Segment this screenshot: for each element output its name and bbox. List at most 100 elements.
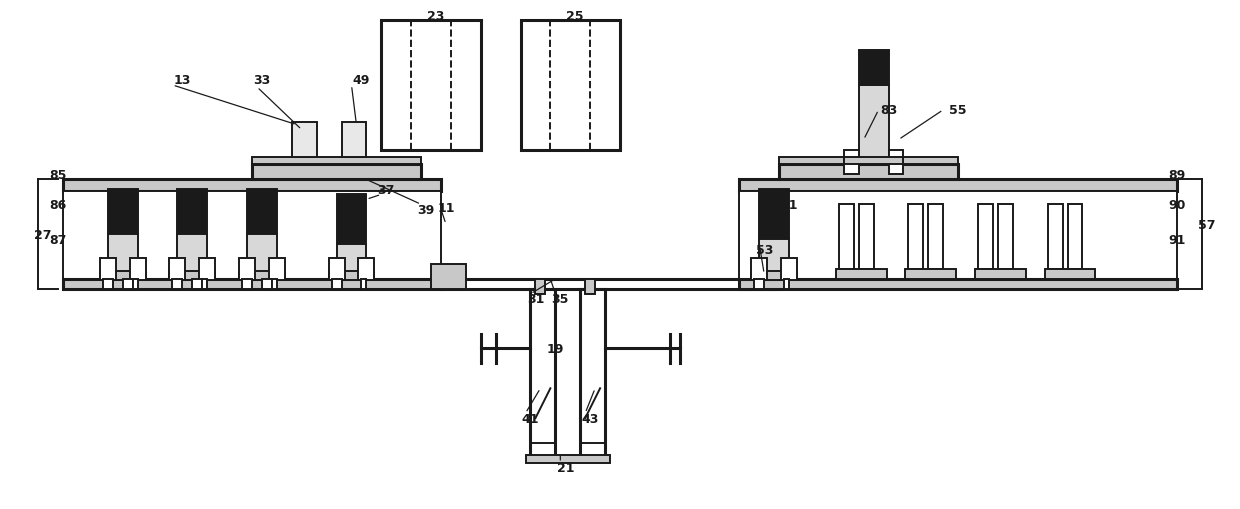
- Bar: [975, 269, 1025, 279]
- Text: 86: 86: [50, 199, 67, 211]
- Bar: [192, 279, 202, 289]
- Bar: [361, 279, 366, 289]
- Text: 23: 23: [428, 10, 445, 23]
- Bar: [239, 259, 255, 280]
- Text: 91: 91: [1168, 233, 1185, 246]
- Bar: [63, 180, 441, 192]
- Bar: [291, 123, 316, 157]
- Bar: [739, 192, 1177, 279]
- Bar: [200, 259, 216, 280]
- Text: 21: 21: [557, 462, 574, 474]
- Bar: [336, 244, 366, 274]
- Bar: [100, 271, 145, 280]
- Bar: [382, 21, 481, 150]
- Bar: [441, 279, 461, 289]
- Bar: [531, 289, 556, 458]
- Bar: [341, 123, 366, 157]
- Bar: [858, 51, 889, 86]
- Text: 49: 49: [352, 74, 370, 87]
- Bar: [843, 157, 904, 165]
- Bar: [521, 21, 620, 150]
- Bar: [108, 190, 138, 235]
- Bar: [172, 279, 182, 289]
- Text: 33: 33: [253, 74, 270, 87]
- Bar: [329, 259, 345, 280]
- Bar: [130, 259, 145, 280]
- Bar: [779, 165, 959, 180]
- Bar: [358, 259, 374, 280]
- Text: 83: 83: [880, 104, 898, 117]
- Bar: [1048, 205, 1063, 269]
- Text: 37: 37: [378, 183, 396, 196]
- Text: 13: 13: [174, 74, 191, 87]
- Bar: [170, 259, 186, 280]
- Bar: [336, 195, 366, 244]
- Bar: [905, 269, 956, 279]
- Text: 43: 43: [582, 412, 599, 425]
- Bar: [838, 205, 853, 269]
- Bar: [133, 279, 138, 289]
- Text: 27: 27: [35, 228, 52, 241]
- Bar: [836, 269, 887, 279]
- Bar: [889, 150, 904, 175]
- Bar: [858, 86, 889, 165]
- Bar: [580, 289, 605, 458]
- Bar: [978, 205, 993, 269]
- Text: 85: 85: [50, 168, 67, 182]
- Bar: [247, 190, 277, 235]
- Text: 39: 39: [418, 204, 435, 216]
- Bar: [432, 265, 466, 289]
- Bar: [909, 205, 924, 269]
- Bar: [759, 240, 789, 274]
- Bar: [751, 259, 768, 280]
- Bar: [100, 259, 115, 280]
- Text: 41: 41: [522, 412, 539, 425]
- Text: 57: 57: [1198, 218, 1215, 231]
- Bar: [63, 279, 441, 289]
- Text: 87: 87: [50, 233, 67, 246]
- Bar: [272, 279, 277, 289]
- Bar: [784, 279, 789, 289]
- Bar: [1044, 269, 1095, 279]
- Bar: [252, 157, 422, 165]
- Bar: [123, 279, 133, 289]
- Bar: [252, 165, 422, 180]
- Bar: [269, 259, 285, 280]
- Text: 89: 89: [1168, 168, 1185, 182]
- Bar: [779, 157, 959, 165]
- Bar: [998, 205, 1013, 269]
- Bar: [843, 150, 858, 175]
- Bar: [739, 279, 1177, 289]
- Bar: [329, 271, 374, 280]
- Bar: [781, 259, 797, 280]
- Bar: [858, 205, 874, 269]
- Bar: [239, 271, 285, 280]
- Text: 55: 55: [950, 104, 967, 117]
- Bar: [103, 279, 113, 289]
- Bar: [1068, 205, 1083, 269]
- Bar: [242, 279, 252, 289]
- Bar: [247, 235, 277, 274]
- Text: 31: 31: [527, 293, 544, 305]
- Text: 53: 53: [755, 243, 773, 256]
- Bar: [536, 279, 546, 294]
- Text: 51: 51: [780, 199, 797, 211]
- Bar: [751, 271, 797, 280]
- Bar: [177, 235, 207, 274]
- Bar: [526, 455, 610, 463]
- Bar: [202, 279, 207, 289]
- Text: 11: 11: [438, 202, 455, 214]
- Bar: [585, 279, 595, 294]
- Text: 25: 25: [567, 10, 584, 23]
- Text: 19: 19: [547, 343, 564, 355]
- Text: 90: 90: [1168, 199, 1185, 211]
- Bar: [262, 279, 272, 289]
- Bar: [63, 192, 441, 279]
- Bar: [108, 235, 138, 274]
- Bar: [929, 205, 944, 269]
- Text: 35: 35: [552, 293, 569, 305]
- Bar: [170, 271, 216, 280]
- Bar: [754, 279, 764, 289]
- Bar: [759, 190, 789, 240]
- Bar: [177, 190, 207, 235]
